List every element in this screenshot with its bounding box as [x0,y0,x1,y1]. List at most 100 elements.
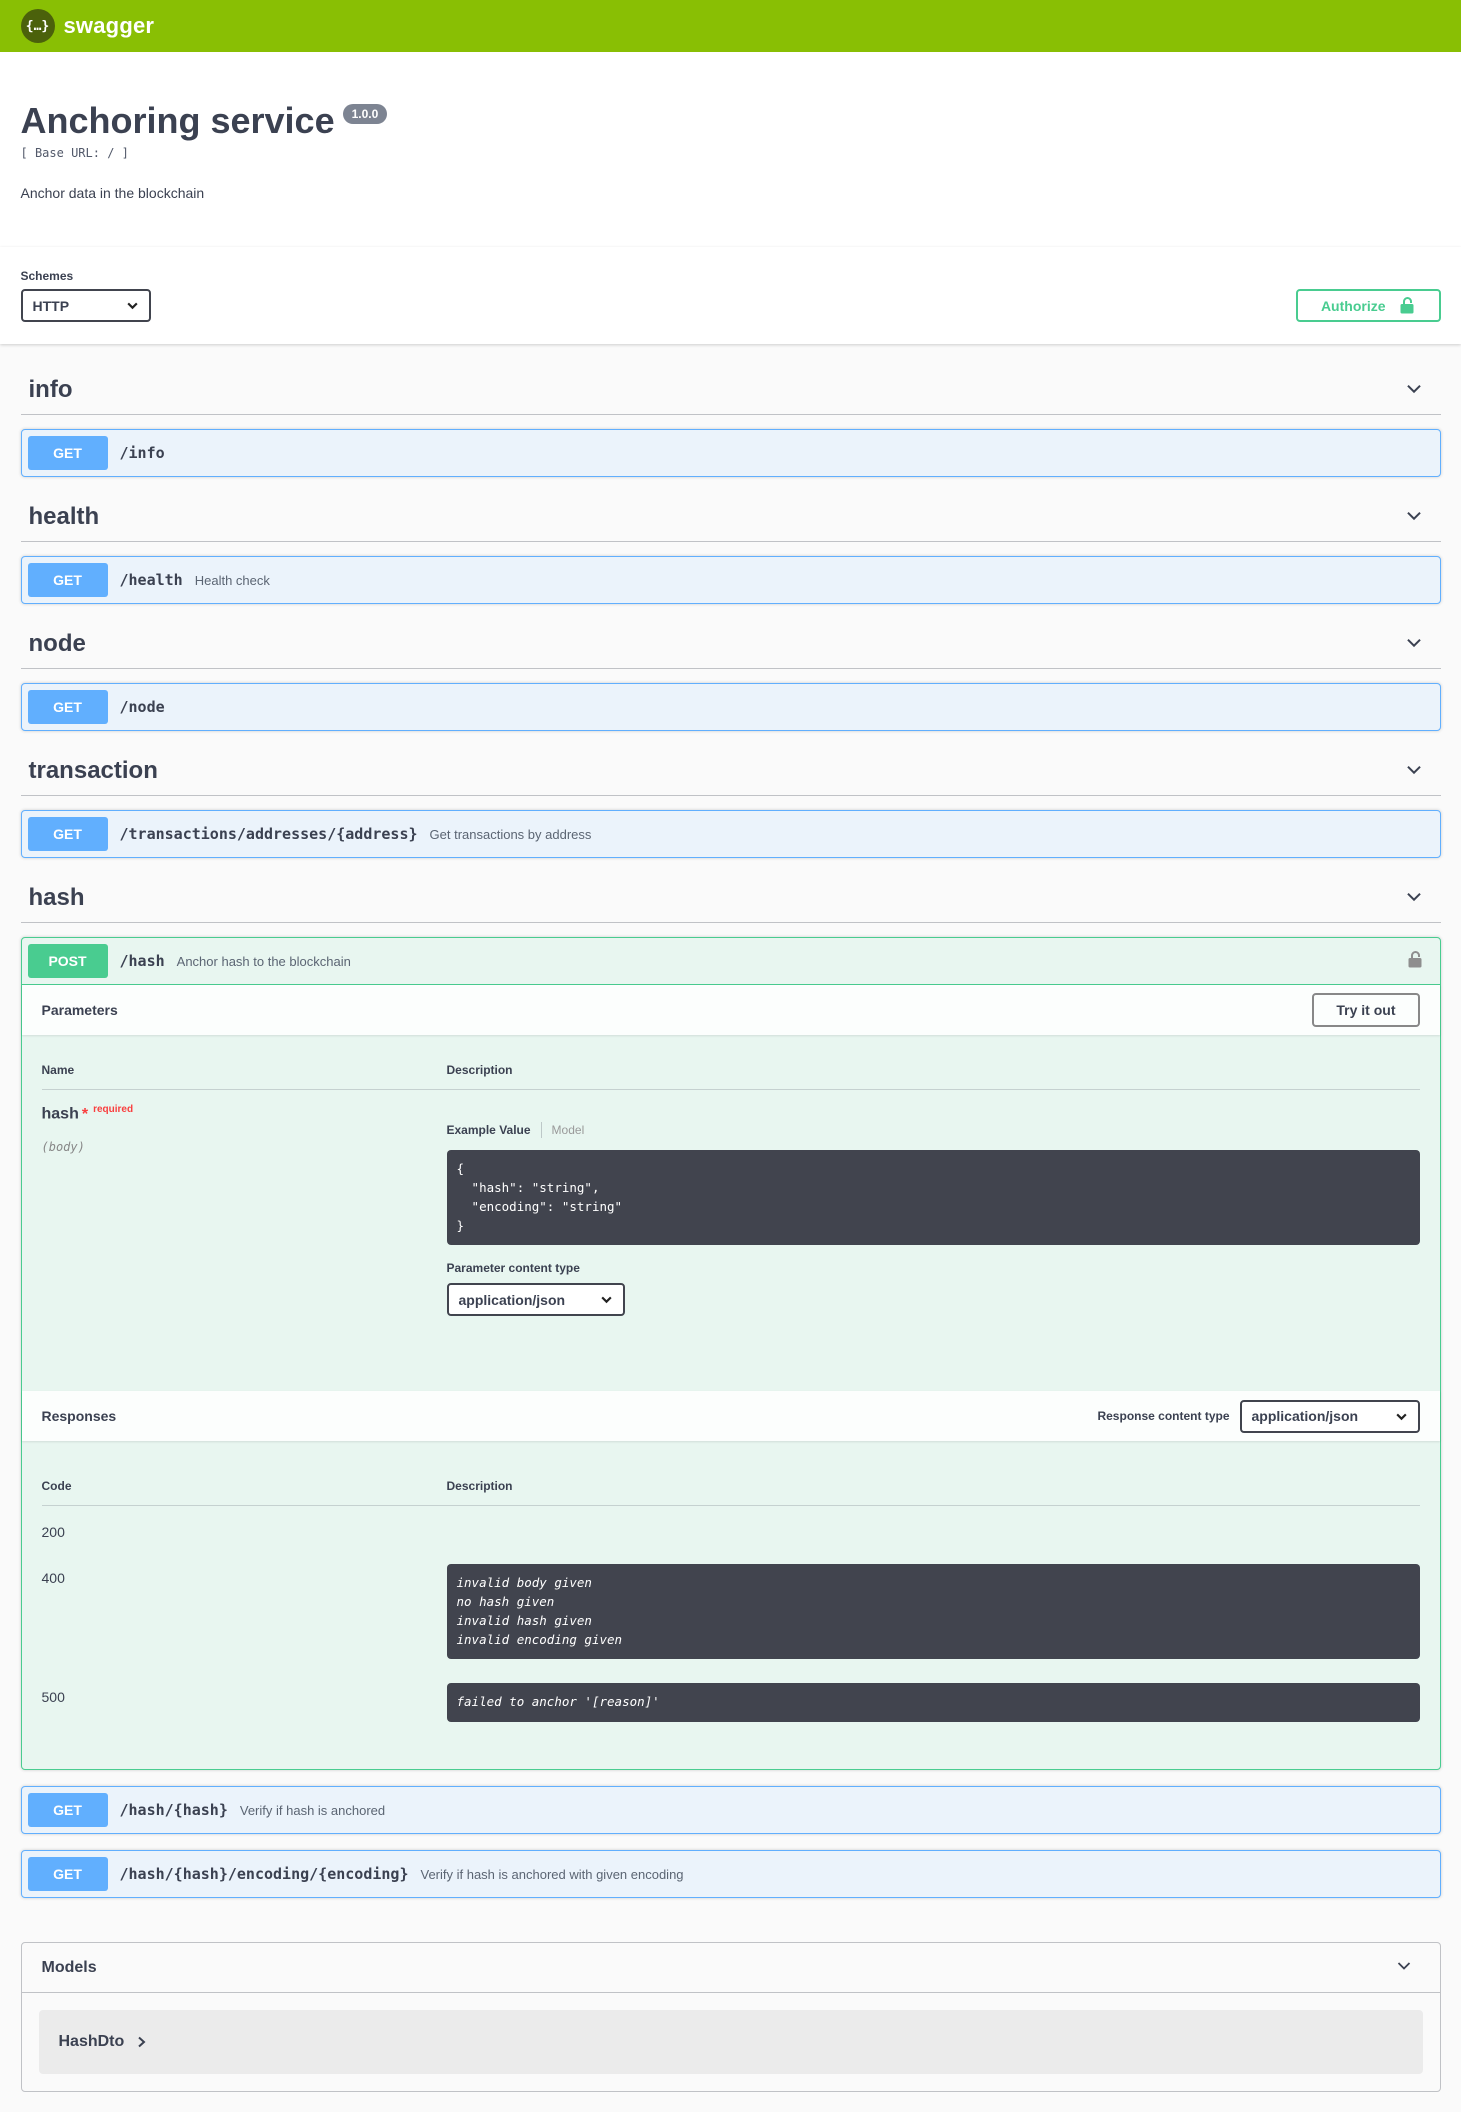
tab-model[interactable]: Model [551,1123,585,1138]
endpoint-path: /hash/{hash}/encoding/{encoding} [119,1865,409,1884]
chevron-down-icon [1406,892,1421,902]
endpoint-path: /hash/{hash} [119,1801,228,1820]
tag-section-node: node GET /node [20,620,1441,732]
models-section: Models HashDto [20,1942,1441,2093]
tag-header-info[interactable]: info [20,366,1441,416]
schemes-selected-value: HTTP [32,297,70,314]
endpoint-summary: Get transactions by address [429,826,592,842]
unlock-icon [1400,296,1413,314]
expand-toggle-button[interactable] [1397,886,1431,911]
chevron-right-icon[interactable] [134,2035,148,2049]
opblock-get-info: GET /info [20,429,1441,478]
information-container: Anchoring service 1.0.0 [ Base URL: / ] … [1,52,1461,247]
opblock-summary[interactable]: GET /health Health check [22,557,1440,603]
tag-title: health [28,503,100,531]
tag-header-node[interactable]: node [20,620,1441,670]
method-badge: GET [27,1793,108,1828]
required-label: required [93,1104,134,1116]
models-header[interactable]: Models [21,1943,1440,1994]
example-json-block: { "hash": "string", "encoding": "string"… [446,1150,1420,1246]
authorize-button[interactable]: Authorize [1295,289,1441,323]
auth-lock-button[interactable] [1396,950,1434,973]
endpoint-path: /transactions/addresses/{address} [119,825,418,844]
try-it-out-button[interactable]: Try it out [1312,993,1420,1028]
code-column-header: Code [41,1479,72,1494]
parameter-content-type-label: Parameter content type [446,1261,580,1276]
models-body: HashDto [22,1993,1440,2091]
tag-header-health[interactable]: health [20,493,1441,543]
parameter-name: hash [41,1105,79,1123]
endpoint-summary: Anchor hash to the blockchain [176,953,351,969]
parameter-row: hash * required (body) Example Value Model [42,1090,1420,1317]
authorize-label: Authorize [1320,297,1386,314]
swagger-logo-icon: {…} [20,9,55,43]
opblock-get-hash-encoding: GET /hash/{hash}/encoding/{encoding} Ver… [20,1850,1441,1899]
opblock-body: Parameters Try it out Name Description [21,985,1440,1769]
api-description: Anchor data in the blockchain [20,185,205,202]
response-content-type-label: Response content type [1097,1409,1230,1424]
response-description [447,1518,1420,1540]
method-badge: GET [27,817,108,852]
description-column-header: Description [446,1479,513,1494]
response-row-200: 200 [42,1506,1420,1552]
chevron-down-icon [1406,384,1421,394]
parameter-content-type-select[interactable]: application/json [446,1283,625,1317]
opblock-summary[interactable]: GET /node [22,684,1440,730]
parameter-name-cell: hash * required (body) [42,1104,447,1316]
expand-toggle-button[interactable] [1397,632,1431,657]
tag-title: node [28,630,86,658]
response-code: 200 [41,1524,65,1541]
expand-toggle-button[interactable] [1397,759,1431,784]
response-code: 500 [41,1689,65,1706]
base-url: [ Base URL: / ] [20,146,129,161]
tab-example-value[interactable]: Example Value [446,1123,531,1138]
opblock-summary[interactable]: GET /hash/{hash} Verify if hash is ancho… [22,1787,1440,1833]
response-description-block: invalid body given no hash given invalid… [446,1564,1420,1660]
topbar: {…} swagger [0,0,1461,52]
endpoint-path: /hash [119,952,165,971]
method-badge: GET [27,563,108,598]
models-title: Models [41,1958,97,1976]
endpoint-summary: Verify if hash is anchored [239,1802,386,1818]
unlock-icon [1408,950,1421,968]
response-row-500: 500 failed to anchor '[reason]' [42,1671,1420,1734]
schemes-label: Schemes [20,269,74,284]
chevron-down-icon [1406,511,1421,521]
chevron-down-icon [1395,1413,1407,1421]
opblock-get-node: GET /node [20,683,1441,732]
opblock-post-hash: POST /hash Anchor hash to the blockchain… [20,937,1441,1771]
parameter-content-type-value: application/json [458,1291,566,1308]
page-title: Anchoring service [20,100,335,141]
swagger-logo-link[interactable]: {…} swagger [20,9,155,43]
model-item-hashdto[interactable]: HashDto [38,2010,1423,2075]
opblock-summary[interactable]: POST /hash Anchor hash to the blockchain [21,938,1440,986]
tag-header-transaction[interactable]: transaction [20,747,1441,797]
responses-title: Responses [41,1408,117,1425]
expand-toggle-button[interactable] [1388,1956,1420,1979]
name-column-header: Name [41,1063,75,1078]
tag-header-hash[interactable]: hash [20,874,1441,924]
parameters-header: Parameters Try it out [21,985,1440,1036]
tag-title: transaction [28,757,158,785]
schemes-select[interactable]: HTTP [20,289,151,323]
method-badge: GET [27,1857,108,1892]
responses-header: Responses Response content type applicat… [21,1391,1440,1442]
endpoint-path: /node [119,698,165,717]
response-description-block: failed to anchor '[reason]' [446,1683,1420,1723]
scheme-container: Schemes HTTP Authorize [0,247,1461,345]
endpoint-path: /info [119,444,165,463]
expand-toggle-button[interactable] [1397,378,1431,403]
parameter-description-cell: Example Value Model { "hash": "string", … [446,1104,1420,1317]
expand-toggle-button[interactable] [1397,505,1431,530]
opblock-get-health: GET /health Health check [20,556,1441,605]
endpoint-path: /health [119,571,183,590]
response-content-type-select[interactable]: application/json [1239,1399,1420,1433]
opblock-summary[interactable]: GET /info [22,430,1440,476]
opblock-summary[interactable]: GET /hash/{hash}/encoding/{encoding} Ver… [22,1851,1440,1897]
method-badge: POST [27,944,108,979]
response-code: 400 [41,1570,65,1587]
chevron-down-icon [1397,1962,1410,1970]
opblock-summary[interactable]: GET /transactions/addresses/{address} Ge… [22,811,1440,857]
tag-section-transaction: transaction GET /transactions/addresses/… [20,747,1441,859]
